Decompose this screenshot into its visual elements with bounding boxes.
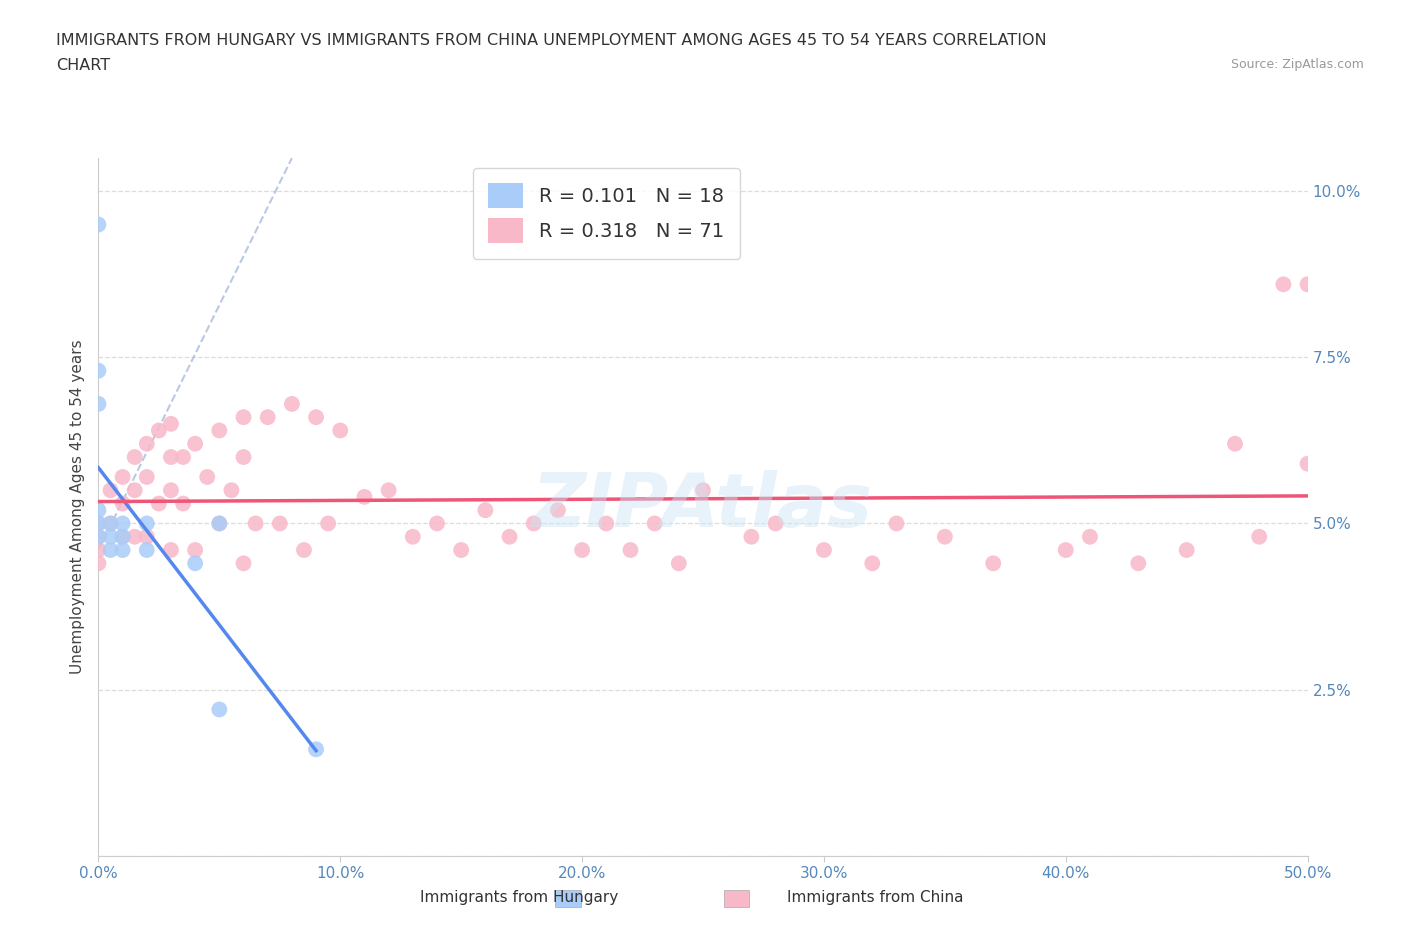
Point bbox=[571, 542, 593, 557]
Text: IMMIGRANTS FROM HUNGARY VS IMMIGRANTS FROM CHINA UNEMPLOYMENT AMONG AGES 45 TO 5: IMMIGRANTS FROM HUNGARY VS IMMIGRANTS FR… bbox=[56, 33, 1047, 47]
Point bbox=[160, 417, 183, 432]
Point bbox=[87, 516, 110, 531]
Point bbox=[329, 423, 352, 438]
Point bbox=[1296, 457, 1319, 472]
Point bbox=[1054, 542, 1077, 557]
Point bbox=[523, 516, 546, 531]
Point bbox=[208, 516, 231, 531]
Point bbox=[135, 470, 157, 485]
Point bbox=[981, 556, 1004, 571]
Point bbox=[87, 542, 110, 557]
Point bbox=[184, 556, 207, 571]
Point bbox=[256, 410, 278, 425]
Point bbox=[100, 529, 122, 544]
Point bbox=[281, 396, 304, 411]
Point bbox=[232, 449, 254, 464]
Point bbox=[124, 529, 146, 544]
Point bbox=[426, 516, 449, 531]
Point bbox=[402, 529, 425, 544]
Point bbox=[184, 542, 207, 557]
Point bbox=[100, 516, 122, 531]
Point bbox=[100, 483, 122, 498]
Point bbox=[195, 470, 218, 485]
Text: Source: ZipAtlas.com: Source: ZipAtlas.com bbox=[1230, 58, 1364, 71]
Point bbox=[148, 496, 170, 511]
Point bbox=[1223, 436, 1246, 451]
Text: Immigrants from Hungary: Immigrants from Hungary bbox=[420, 890, 619, 905]
Y-axis label: Unemployment Among Ages 45 to 54 years: Unemployment Among Ages 45 to 54 years bbox=[69, 339, 84, 674]
Point bbox=[1296, 277, 1319, 292]
Point bbox=[740, 529, 762, 544]
Point bbox=[644, 516, 666, 531]
Point bbox=[498, 529, 520, 544]
Point bbox=[316, 516, 339, 531]
Point bbox=[353, 489, 375, 504]
Point bbox=[232, 556, 254, 571]
Point bbox=[886, 516, 908, 531]
Point bbox=[1128, 556, 1150, 571]
Point bbox=[111, 542, 134, 557]
Point bbox=[765, 516, 787, 531]
Point bbox=[668, 556, 690, 571]
Point bbox=[184, 436, 207, 451]
Point bbox=[305, 410, 328, 425]
Point bbox=[87, 396, 110, 411]
Point bbox=[450, 542, 472, 557]
Point bbox=[813, 542, 835, 557]
Point bbox=[87, 503, 110, 518]
Point bbox=[172, 496, 194, 511]
Point bbox=[377, 483, 399, 498]
Legend: R = 0.101   N = 18, R = 0.318   N = 71: R = 0.101 N = 18, R = 0.318 N = 71 bbox=[472, 167, 740, 259]
Point bbox=[135, 542, 157, 557]
Point bbox=[692, 483, 714, 498]
Point bbox=[160, 449, 183, 464]
Point bbox=[124, 483, 146, 498]
Text: CHART: CHART bbox=[56, 58, 110, 73]
Point bbox=[160, 483, 183, 498]
Point bbox=[1175, 542, 1198, 557]
Point bbox=[100, 516, 122, 531]
Point bbox=[860, 556, 883, 571]
Point bbox=[87, 217, 110, 232]
Point bbox=[148, 423, 170, 438]
Point bbox=[208, 516, 231, 531]
Point bbox=[87, 516, 110, 531]
Point bbox=[87, 364, 110, 379]
FancyBboxPatch shape bbox=[555, 890, 581, 907]
Point bbox=[547, 503, 569, 518]
Point bbox=[245, 516, 267, 531]
Point bbox=[474, 503, 496, 518]
FancyBboxPatch shape bbox=[724, 890, 749, 907]
Point bbox=[1272, 277, 1295, 292]
Point bbox=[100, 542, 122, 557]
Point bbox=[135, 436, 157, 451]
Point bbox=[111, 516, 134, 531]
Point bbox=[87, 529, 110, 544]
Point bbox=[135, 529, 157, 544]
Text: ZIPAtlas: ZIPAtlas bbox=[533, 471, 873, 543]
Point bbox=[208, 702, 231, 717]
Point bbox=[111, 529, 134, 544]
Point bbox=[269, 516, 291, 531]
Point bbox=[232, 410, 254, 425]
Point bbox=[934, 529, 956, 544]
Point bbox=[1249, 529, 1271, 544]
Point bbox=[221, 483, 243, 498]
Point bbox=[172, 449, 194, 464]
Point bbox=[87, 556, 110, 571]
Point bbox=[87, 529, 110, 544]
Text: Immigrants from China: Immigrants from China bbox=[787, 890, 965, 905]
Point bbox=[208, 423, 231, 438]
Point bbox=[111, 529, 134, 544]
Point bbox=[305, 742, 328, 757]
Point bbox=[292, 542, 315, 557]
Point bbox=[619, 542, 641, 557]
Point bbox=[160, 542, 183, 557]
Point bbox=[595, 516, 617, 531]
Point bbox=[124, 449, 146, 464]
Point bbox=[135, 516, 157, 531]
Point bbox=[1078, 529, 1101, 544]
Point bbox=[111, 496, 134, 511]
Point bbox=[111, 470, 134, 485]
